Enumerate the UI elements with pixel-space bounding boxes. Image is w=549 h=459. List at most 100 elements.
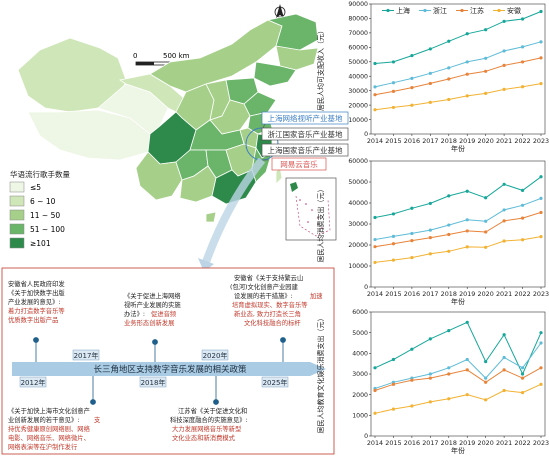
chart-2-series-2-point-8 [520, 376, 525, 380]
policy-2017-line-0: 《关于加快上海市文化创意产 [8, 406, 90, 415]
chart-0-series-0-point-0 [373, 61, 377, 66]
chart-2-xlabel: 年份 [451, 446, 465, 455]
chart-1-series-3-point-9 [539, 235, 543, 239]
chart-2-series-3-point-5 [465, 393, 469, 397]
policy-2025-line-0: 安徽省《关于支持繁云山 [234, 273, 303, 282]
chart-2-series-1-point-4 [447, 366, 451, 370]
chart-0-series-2-point-3 [428, 81, 432, 86]
chart-2-xtick-label-8: 2022 [514, 439, 530, 447]
chart-2-xtick-label-1: 2015 [385, 439, 401, 447]
policy-2020-red-1: 文化业态和新消费模式 [172, 433, 236, 442]
chart-1-series-2-point-9 [539, 210, 543, 215]
policy-2020-red-0: 大力发展网络音乐等新型 [172, 424, 241, 433]
chart-2-xtick-label-5: 2019 [459, 439, 475, 447]
chart-2-xtick-label-2: 2016 [404, 439, 420, 447]
policy-2018-line-1: 视听产业发展的实施 [124, 300, 181, 309]
chart-1-ytick-label-1: 10000 [348, 263, 368, 270]
chart-2-series-3-point-6 [484, 398, 488, 402]
legend-title: 华语流行歌手数量 [10, 169, 70, 179]
legend-swatch-1 [9, 195, 25, 207]
legend-label-1: 浙江 [433, 6, 447, 15]
chart-0-series-0-line [374, 11, 542, 64]
chart-0-series-1-point-8 [520, 45, 525, 49]
chart-0-xtick-label-2: 2016 [404, 137, 420, 145]
chart-1-ytick-label-0: 0 [364, 284, 368, 291]
scale-zero-label: 0 [133, 52, 137, 60]
timeline-title: 长三角地区支持数字音乐发展的相关政策 [93, 364, 247, 375]
chart-0-series-0-point-9 [539, 9, 543, 14]
chart-1-xtick-label-5: 2019 [459, 290, 475, 298]
china-provinces [17, 13, 319, 223]
chart-1-series-0-point-6 [484, 196, 488, 200]
chart-1-series-2-point-6 [484, 230, 488, 234]
chart-2-series-3-point-8 [520, 391, 525, 395]
chart-1-series-0-point-8 [520, 188, 525, 192]
chart-2-series-1-point-8 [520, 366, 525, 370]
legend-label-3: 安徽 [507, 6, 521, 15]
chart-2-xtick-label-0: 2014 [367, 439, 383, 447]
chart-1-xtick-label-0: 2014 [367, 290, 383, 298]
chart-1-series-1-point-2 [410, 231, 414, 236]
chart-0-series-3-point-6 [484, 91, 488, 96]
chart-0-series-3-point-2 [410, 103, 414, 107]
policy-2017-red-3: 网络表演等在沪制作发行 [8, 442, 78, 451]
chart-0-series-2-point-0 [373, 93, 377, 97]
legend-label-4: ≥101 [30, 239, 51, 248]
map-legend: 华语流行歌手数量 ≤5 6 ~ 10 11 ~ 50 51 ~ 100 ≥101 [9, 169, 70, 249]
chart-0-xtick-label-5: 2019 [459, 137, 475, 145]
chart-0-series-1-point-6 [484, 56, 488, 60]
chart-0-xtick-label-6: 2020 [478, 137, 494, 145]
timeline-year-tags: 2012年 2017年 2018年 2020年 2025年 [19, 349, 289, 388]
chart-0-ytick-label-8: 80000 [348, 16, 368, 23]
chart-1-series-2-line [374, 211, 542, 248]
chart-0-ytick-label-0: 0 [364, 131, 368, 138]
policy-2017-red-1: 持优秀健康原创网络剧、网络 [8, 424, 91, 433]
timeline-arrow-band [12, 362, 326, 376]
chart-2-xtick-label-3: 2017 [422, 439, 438, 447]
chart-2-series-3-point-3 [428, 400, 432, 404]
legend-label-2: 11 ~ 50 [30, 211, 60, 220]
chart-1-xtick-label-4: 2018 [441, 290, 457, 298]
legend-swatch-point-2 [460, 8, 464, 13]
policy-2018-line-0: 《关于促进上海网络 [124, 291, 181, 300]
chart-0-ytick-label-4: 40000 [348, 73, 368, 80]
chart-2-series-2-point-1 [391, 382, 396, 386]
chart-0-series-2-point-7 [502, 63, 506, 67]
callout-netease-music: 网易云音乐 [280, 159, 318, 169]
chart-2-xtick-label-4: 2018 [441, 439, 457, 447]
chart-2-series-3-point-2 [410, 404, 414, 408]
policy-2012-line-1: 《关于加快数字出版 [8, 288, 65, 297]
chart-0-series-0-point-8 [520, 17, 525, 21]
chart-0-series-3-point-5 [465, 94, 469, 98]
chart-1-series-0-point-9 [539, 175, 543, 179]
chart-0-ytick-label-9: 90000 [348, 1, 368, 8]
chart-0-series-2-point-9 [539, 56, 543, 60]
chart-0-series-0-point-2 [410, 53, 414, 58]
chart-0-series-2-point-1 [391, 89, 396, 93]
chart-0-xtick-label-0: 2014 [367, 137, 383, 145]
policy-2025-line-1: (包河)文化创意产业园建 [230, 282, 299, 291]
chart-0-xtick-label-4: 2018 [441, 137, 457, 145]
legend-label-1: 6 ~ 10 [30, 197, 56, 206]
chart-1-ytick-label-2: 20000 [348, 242, 368, 249]
chart-2-series-1-point-5 [465, 357, 469, 362]
chart-1-series-2-point-7 [502, 219, 506, 223]
chart-1-series-1-point-1 [391, 234, 396, 238]
chart-1-ytick-label-5: 50000 [348, 179, 368, 186]
chart-2-series-0-point-9 [539, 331, 543, 335]
chart-1-series-1-point-9 [539, 196, 543, 200]
policy-2018-red-0: 促进音频 [151, 309, 177, 318]
chart-1-series-1-line [374, 197, 542, 240]
policy-2018-red-1: 业务形态创新发展 [124, 318, 175, 327]
chart-0-xtick-label-9: 2023 [533, 137, 549, 145]
chart-0-xtick-label-7: 2021 [496, 137, 512, 145]
chart-1-series-1-point-3 [428, 228, 432, 232]
legend-label-3: 51 ~ 100 [30, 225, 65, 234]
chart-0-series-3-point-1 [391, 105, 396, 110]
chart-0-series-3-point-0 [373, 108, 377, 112]
legend-swatch-4 [9, 237, 25, 249]
chart-0-series-2-point-6 [484, 69, 488, 73]
policy-texts: 安徽省人民政府印发 《关于加快数字出版 产业发展的意见》: 着力打造数字音乐等 … [8, 273, 323, 451]
chart-2-ylabel: 居民人均教育文化娱乐消费支出（元） [316, 315, 325, 434]
